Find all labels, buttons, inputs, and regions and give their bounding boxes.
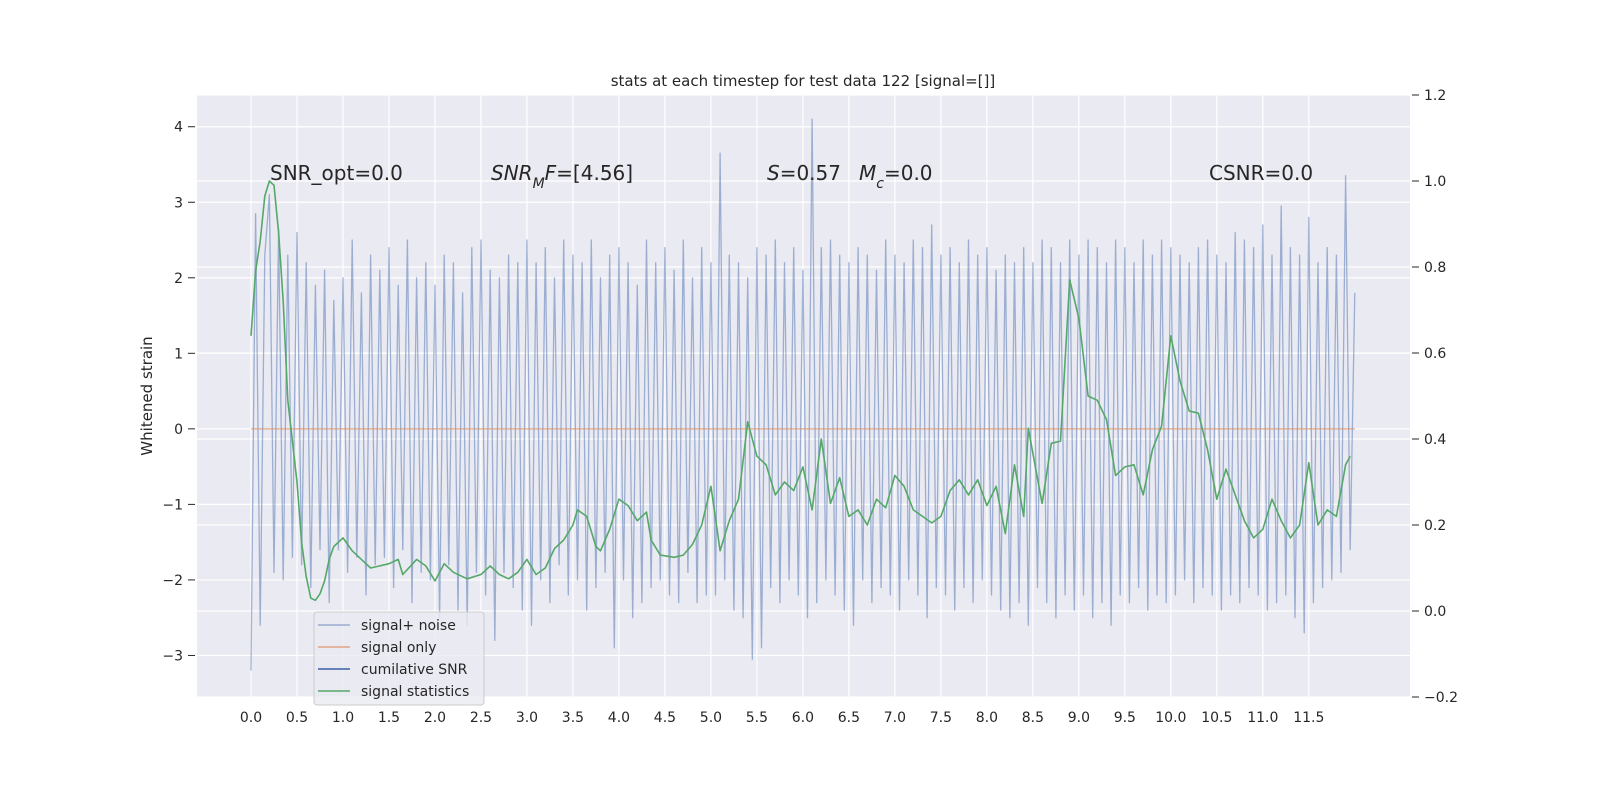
- y-tick-label: −1: [162, 497, 183, 513]
- x-tick-label: 6.0: [792, 710, 814, 726]
- annotation-part: CSNR=0.0: [1209, 161, 1313, 185]
- annotation: SNR_opt=0.0: [270, 161, 403, 185]
- y2-tick-label: −0.2: [1424, 690, 1458, 706]
- x-tick-label: 4.0: [608, 710, 630, 726]
- x-tick-label: 3.0: [516, 710, 538, 726]
- annotations: SNR_opt=0.0 SNRMF=[4.56] S=0.57 Mc=0.0 CSNR=…: [270, 161, 1313, 192]
- y2-tick-label: 0.8: [1424, 260, 1446, 276]
- y2-tick-label: 0.6: [1424, 346, 1446, 362]
- annotation: S=0.57: [767, 161, 841, 185]
- annotation: SNRMF=[4.56]: [491, 161, 633, 192]
- annotation-part: c: [876, 176, 884, 192]
- x-tick-label: 3.5: [562, 710, 584, 726]
- annotation-part: S: [767, 161, 780, 185]
- lines: [250, 118, 1356, 671]
- x-tick-label: 10.5: [1201, 710, 1232, 726]
- series-line: [250, 180, 1351, 602]
- annotation-part: M: [533, 176, 545, 192]
- x-tick-label: 10.0: [1155, 710, 1186, 726]
- axes: 0.0 0.5 1.0 1.5 2.0 2.5 3.0 3.5 4.0 4.5 5.0 5.5 6.0 6…: [162, 88, 1458, 726]
- annotation-part: SNR: [491, 161, 533, 185]
- x-tick-label: 4.5: [654, 710, 676, 726]
- x-tick-label: 11.0: [1247, 710, 1278, 726]
- y-tick-label: 2: [174, 271, 183, 287]
- x-tick-label: 11.5: [1293, 710, 1324, 726]
- y2-tick-label: 0.4: [1424, 432, 1446, 448]
- x-tick-label: 5.0: [700, 710, 722, 726]
- x-tick-label: 9.5: [1114, 710, 1136, 726]
- y-tick-label: 0: [174, 422, 183, 438]
- legend-box: [313, 611, 485, 706]
- y-tick-label: −3: [162, 648, 183, 664]
- y-tick-label: −2: [162, 573, 183, 589]
- x-tick-label: 7.5: [930, 710, 952, 726]
- annotation: Mc=0.0: [859, 161, 933, 192]
- legend-label: signal only: [361, 640, 436, 656]
- y2-tick-label: 0.2: [1424, 518, 1446, 534]
- y-axis-label: Whitened strain: [138, 336, 156, 455]
- annotation-part: =0.57: [780, 161, 841, 185]
- x-tick-label: 0.0: [240, 710, 262, 726]
- annotation-part: M: [859, 161, 876, 185]
- x-tick-label: 9.0: [1068, 710, 1090, 726]
- x-tick-label: 7.0: [884, 710, 906, 726]
- annotation-part: SNR_opt=0.0: [270, 161, 403, 185]
- x-tick-label: 0.5: [286, 710, 308, 726]
- annotation: CSNR=0.0: [1209, 161, 1313, 185]
- annotation-part: =[4.56]: [556, 161, 633, 185]
- x-tick-label: 2.5: [470, 710, 492, 726]
- y2-tick-label: 1.0: [1424, 174, 1446, 190]
- y-tick-label: 1: [174, 346, 183, 362]
- x-tick-label: 8.5: [1022, 710, 1044, 726]
- y2-tick-label: 0.0: [1424, 604, 1446, 620]
- y-tick-label: 4: [174, 120, 183, 136]
- legend-label: signal+ noise: [361, 618, 456, 634]
- annotation-part: =0.0: [884, 161, 933, 185]
- legend: signal+ noise signal only cumilative SNR si…: [313, 611, 485, 706]
- x-tick-label: 8.0: [976, 710, 998, 726]
- chart-title: stats at each timestep for test data 122…: [611, 72, 996, 90]
- x-tick-label: 1.5: [378, 710, 400, 726]
- legend-label: cumilative SNR: [361, 662, 468, 678]
- x-tick-label: 6.5: [838, 710, 860, 726]
- series-line: [250, 118, 1356, 671]
- x-tick-label: 2.0: [424, 710, 446, 726]
- annotation-part: F: [545, 161, 557, 185]
- y-tick-label: 3: [174, 195, 183, 211]
- legend-label: signal statistics: [361, 684, 469, 700]
- y2-tick-label: 1.2: [1424, 88, 1446, 104]
- x-tick-label: 5.5: [746, 710, 768, 726]
- x-tick-label: 1.0: [332, 710, 354, 726]
